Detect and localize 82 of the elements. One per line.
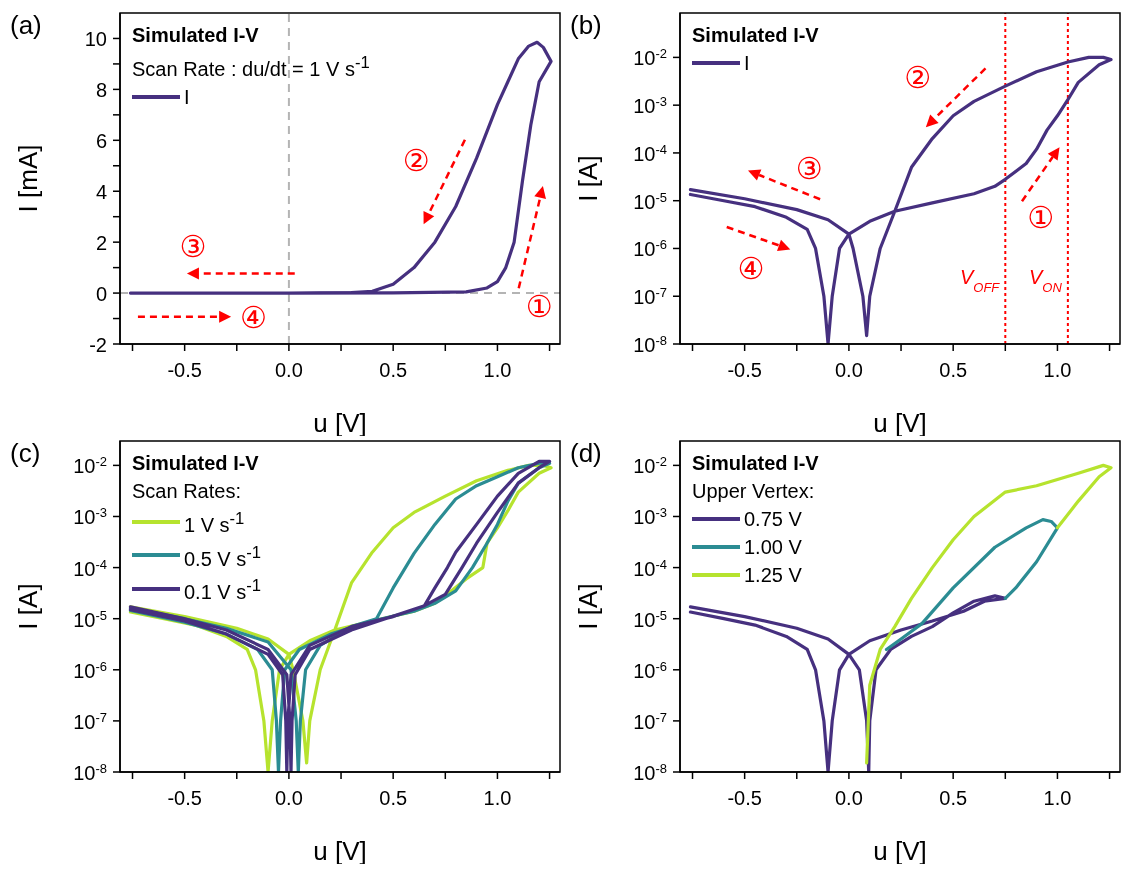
annotation: ④ (737, 251, 765, 287)
y-tick-label: 10$^{-3}$ (633, 504, 667, 529)
y-tick-label: 10$^{-8}$ (633, 332, 667, 356)
chart-title: (a) (10, 10, 42, 41)
legend-label: I (744, 51, 750, 76)
y-tick-label: 10$^{-2}$ (633, 453, 667, 478)
y-tick-label: 10 (84, 28, 107, 51)
line-series (688, 55, 1113, 344)
y-tick-label: 2 (95, 232, 107, 255)
y-tick-label: 10$^{-8}$ (73, 760, 107, 784)
y-tick-label: 10$^{-7}$ (73, 709, 107, 733)
annotation: ② (904, 60, 932, 96)
y-axis-title: I [A] (573, 583, 604, 630)
y-tick-label: 4 (95, 181, 107, 204)
y-tick-label: 10$^{-6}$ (73, 658, 107, 682)
y-axis-title: I [mA] (13, 144, 44, 213)
legend-label: 1 V s$^{-1}$ (184, 508, 245, 538)
y-tick-label: 10$^{-6}$ (633, 236, 667, 261)
y-tick-label: 6 (95, 130, 107, 153)
legend-title: Simulated I-V (132, 451, 260, 476)
x-tick-label: -0.5 (727, 359, 762, 381)
chart-title: (d) (570, 438, 602, 469)
y-tick-label: 10$^{-4}$ (633, 556, 667, 580)
annotation: ② (402, 142, 430, 178)
x-tick-label: 1.0 (1043, 359, 1072, 381)
x-tick-label: 0.0 (275, 359, 303, 381)
legend-label: I (184, 84, 190, 110)
y-tick-label: 10$^{-8}$ (633, 760, 667, 784)
legend-title: Simulated I-V (132, 23, 260, 48)
y-axis-title: I [A] (573, 155, 604, 202)
legend-label: 1.00 V (744, 535, 802, 560)
annotation: ① (1027, 199, 1055, 235)
chart-title: (b) (570, 10, 602, 41)
y-tick-label: 10$^{-5}$ (73, 607, 107, 631)
annotation: ④ (240, 299, 267, 335)
x-tick-label: -0.5 (167, 787, 202, 809)
ref-line-label: V$_{OFF}$ (959, 266, 1001, 295)
legend-label: 0.1 V s$^{-1}$ (184, 575, 262, 605)
y-tick-label: 10$^{-2}$ (633, 45, 667, 70)
annotation: ① (525, 289, 553, 325)
y-tick-label: 10$^{-5}$ (633, 607, 667, 631)
annotation: ③ (179, 229, 207, 265)
legend-label: 1.25 V (744, 563, 802, 588)
x-tick-label: 0.5 (939, 787, 968, 809)
x-tick-label: 0.5 (379, 359, 408, 381)
y-tick-label: 8 (95, 79, 107, 102)
line-series (884, 517, 1060, 652)
x-tick-label: 1.0 (483, 359, 512, 381)
y-tick-label: 10$^{-3}$ (633, 93, 667, 118)
annotation: Scan Rate : du/dt = 1 V s$^{-1}$ (132, 52, 370, 82)
y-tick-label: 10$^{-3}$ (73, 504, 107, 529)
legend-label: 0.75 V (744, 507, 802, 532)
x-tick-label: 0.0 (835, 787, 863, 809)
x-tick-label: -0.5 (727, 787, 762, 809)
ref-line-label: V$_{ON}$ (1029, 266, 1063, 295)
x-tick-label: 1.0 (483, 787, 512, 809)
x-tick-label: 1.0 (1043, 787, 1072, 809)
legend-title: Simulated I-V (692, 451, 819, 476)
x-tick-label: 0.5 (379, 787, 408, 809)
y-tick-label: 10$^{-7}$ (633, 709, 667, 733)
y-tick-label: -2 (89, 334, 107, 356)
line-series (128, 40, 553, 295)
annotation: Scan Rates: (132, 479, 242, 504)
y-axis-title: I [A] (13, 583, 44, 630)
annotation: Upper Vertex: (692, 479, 816, 504)
y-tick-label: 10$^{-2}$ (73, 453, 107, 478)
x-tick-label: -0.5 (167, 359, 202, 381)
annotation: ③ (795, 151, 823, 187)
legend-label: 0.5 V s$^{-1}$ (184, 541, 262, 572)
y-tick-label: 0 (95, 283, 107, 306)
y-tick-label: 10$^{-7}$ (633, 284, 667, 309)
x-tick-label: 0.0 (835, 359, 863, 381)
y-tick-label: 10$^{-4}$ (73, 556, 107, 580)
chart-title: (c) (10, 438, 41, 469)
x-tick-label: 0.5 (939, 359, 968, 381)
y-tick-label: 10$^{-6}$ (633, 658, 667, 682)
legend-title: Simulated I-V (692, 23, 819, 48)
x-tick-label: 0.0 (275, 787, 303, 809)
y-tick-label: 10$^{-5}$ (633, 189, 667, 213)
line-series (688, 594, 1007, 772)
line-series (865, 463, 1113, 765)
y-tick-label: 10$^{-4}$ (633, 141, 667, 165)
